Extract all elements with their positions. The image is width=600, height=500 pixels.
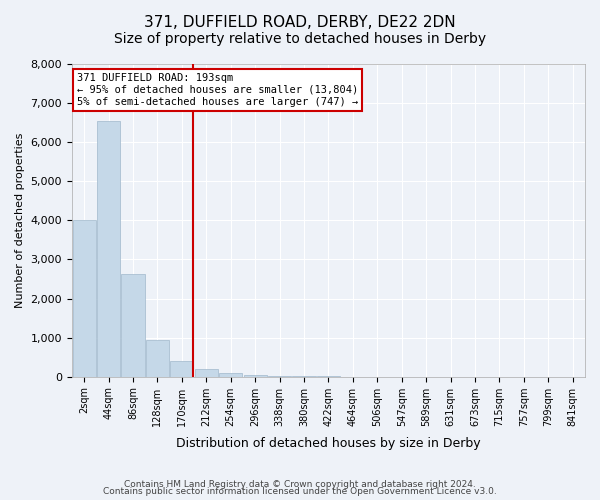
Bar bbox=[194, 369, 218, 376]
Bar bbox=[73, 220, 96, 376]
Bar bbox=[244, 374, 267, 376]
Bar bbox=[170, 361, 193, 376]
Text: 371, DUFFIELD ROAD, DERBY, DE22 2DN: 371, DUFFIELD ROAD, DERBY, DE22 2DN bbox=[144, 15, 456, 30]
Bar bbox=[219, 373, 242, 376]
Bar bbox=[121, 274, 145, 376]
Y-axis label: Number of detached properties: Number of detached properties bbox=[15, 132, 25, 308]
Text: Contains public sector information licensed under the Open Government Licence v3: Contains public sector information licen… bbox=[103, 487, 497, 496]
Bar bbox=[97, 120, 120, 376]
Text: Contains HM Land Registry data © Crown copyright and database right 2024.: Contains HM Land Registry data © Crown c… bbox=[124, 480, 476, 489]
Bar bbox=[146, 340, 169, 376]
X-axis label: Distribution of detached houses by size in Derby: Distribution of detached houses by size … bbox=[176, 437, 481, 450]
Text: 371 DUFFIELD ROAD: 193sqm
← 95% of detached houses are smaller (13,804)
5% of se: 371 DUFFIELD ROAD: 193sqm ← 95% of detac… bbox=[77, 74, 358, 106]
Text: Size of property relative to detached houses in Derby: Size of property relative to detached ho… bbox=[114, 32, 486, 46]
